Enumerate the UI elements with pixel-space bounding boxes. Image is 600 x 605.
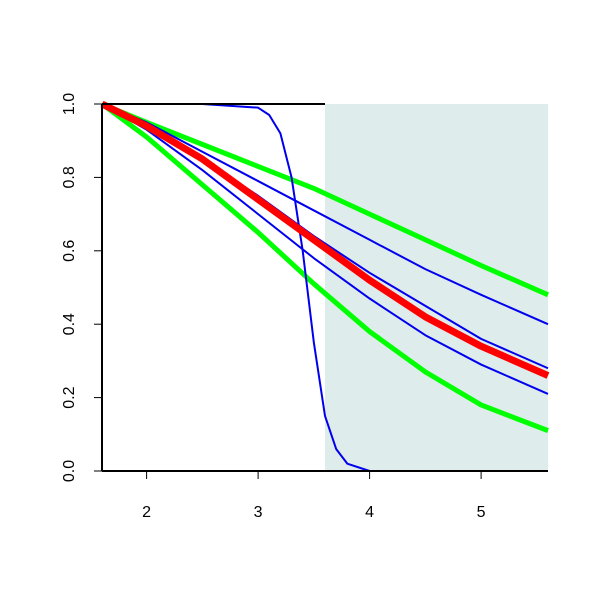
line (100, 101, 549, 433)
y-tick-label: 1.0 (61, 93, 78, 115)
line (101, 101, 550, 298)
x-tick-label: 5 (477, 504, 486, 521)
y-tick-label: 0.2 (61, 386, 78, 408)
x-tick-label: 2 (142, 504, 151, 521)
x-tick-label: 3 (254, 504, 263, 521)
line (100, 100, 550, 379)
shaded-region (325, 104, 548, 471)
y-tick-label: 0.6 (61, 240, 78, 262)
x-tick-label: 4 (365, 504, 374, 521)
y-tick-label: 0.4 (61, 313, 78, 335)
line (101, 103, 549, 395)
y-tick-label: 0.8 (61, 166, 78, 188)
line (101, 103, 549, 326)
y-tick-label: 0.0 (61, 460, 78, 482)
line (102, 103, 548, 472)
